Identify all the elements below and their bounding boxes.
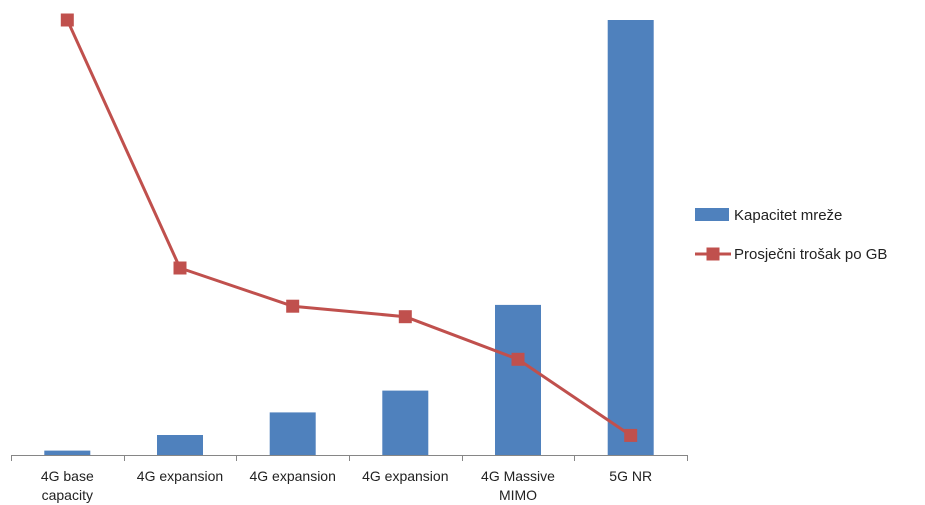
bar-6 xyxy=(607,20,654,455)
line-marker-2 xyxy=(173,261,187,275)
bar-1 xyxy=(44,450,91,455)
line-marker-4 xyxy=(398,310,412,324)
legend: Kapacitet mreže Prosječni trošak po GB xyxy=(695,207,887,263)
line-marker-1 xyxy=(60,13,74,27)
x-tick-label: 4G base capacity xyxy=(41,468,94,503)
legend-bar-label: Kapacitet mreže xyxy=(734,207,842,224)
line-marker-3 xyxy=(286,299,300,313)
x-tick-label: 5G NR xyxy=(609,468,652,484)
bar-4 xyxy=(382,390,429,455)
legend-item-bar: Kapacitet mreže xyxy=(695,207,842,224)
x-tick-label: 4G expansion xyxy=(249,468,335,484)
line-marker-6 xyxy=(624,428,638,442)
x-tick-label: 4G expansion xyxy=(362,468,448,484)
x-tick-label: 4G expansion xyxy=(137,468,223,484)
legend-line-marker xyxy=(706,247,720,261)
legend-bar-swatch xyxy=(695,208,729,221)
bar-series-layer xyxy=(44,20,654,455)
legend-line-label: Prosječni trošak po GB xyxy=(734,246,887,263)
x-tick-label: 4G Massive MIMO xyxy=(481,468,555,503)
cost-line xyxy=(65,19,632,437)
bar-5 xyxy=(495,304,541,455)
legend-item-line: Prosječni trošak po GB xyxy=(695,246,887,263)
x-axis xyxy=(11,455,688,461)
bar-3 xyxy=(269,412,316,455)
line-marker-5 xyxy=(511,352,525,366)
x-axis-tick-labels: 4G base capacity 4G expansion 4G expansion 4… xyxy=(41,468,652,503)
bar-2 xyxy=(157,435,203,455)
line-series-layer xyxy=(60,13,638,442)
